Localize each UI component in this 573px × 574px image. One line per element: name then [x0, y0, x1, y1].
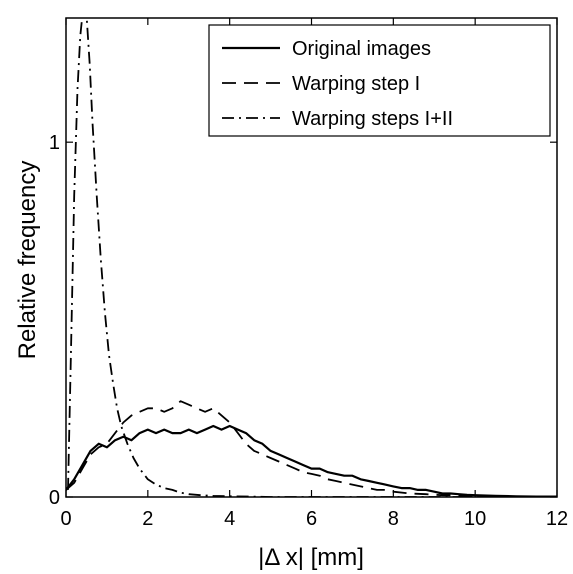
legend-label-3: Warping steps I+II: [292, 108, 453, 130]
legend: Original images Warping step I Warping ste…: [208, 24, 551, 137]
y-tick-label: 1: [49, 132, 60, 154]
series-line-1: [66, 424, 557, 497]
series-line-2: [66, 400, 557, 497]
y-tick-label: 0: [49, 487, 60, 509]
series-layer: [66, 18, 557, 497]
y-axis: 01: [49, 132, 557, 509]
legend-label-1: Original images: [292, 38, 431, 60]
x-axis: 0 2 4 6 8 10 12: [60, 18, 568, 530]
x-tick-label: 8: [388, 508, 399, 530]
x-tick-label: 6: [306, 508, 317, 530]
x-axis-label: |Δ x| [mm]: [258, 544, 364, 571]
x-tick-label: 0: [60, 508, 71, 530]
series-line-3: [67, 18, 557, 497]
x-tick-label: 12: [546, 508, 568, 530]
x-tick-label: 4: [224, 508, 235, 530]
y-axis-label: Relative frequency: [14, 161, 41, 360]
legend-label-2: Warping step I: [292, 73, 420, 95]
x-tick-label: 2: [142, 508, 153, 530]
legend-box: [208, 24, 551, 137]
x-tick-label: 10: [464, 508, 486, 530]
